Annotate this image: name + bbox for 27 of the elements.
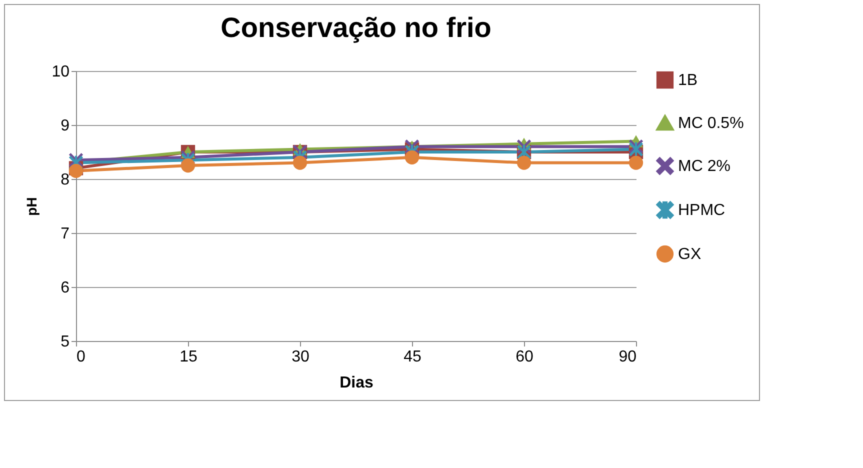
x-tick-label: 45 [404,348,422,366]
point [628,142,644,156]
point [292,156,308,170]
y-tick-label: 10 [52,64,70,80]
x-tick-label: 0 [76,348,86,366]
y-tick-label: 9 [60,118,70,134]
x-tick-label: 30 [292,348,310,366]
point [68,164,84,178]
point [404,150,420,164]
y-tick-label: 6 [60,280,70,296]
point [516,156,532,170]
y-axis-title: pH [24,197,40,216]
point [628,156,644,170]
x-tick-label: 15 [180,348,198,366]
legend-label: GX [678,246,702,263]
point [180,158,196,173]
legend-label: HPMC [678,202,726,219]
legend-label: 1B [678,72,698,89]
y-tick-label: 8 [60,172,70,188]
legend-label: MC 2% [678,158,730,175]
x-axis-title: Dias [340,374,374,392]
y-tick-label: 7 [60,226,70,242]
legend-label: MC 0.5% [678,115,744,132]
x-tick-label: 90 [618,348,637,366]
y-tick-label: 5 [60,334,70,350]
x-tick-label: 60 [516,348,534,366]
chart-title: Conservação no frio [220,12,492,43]
